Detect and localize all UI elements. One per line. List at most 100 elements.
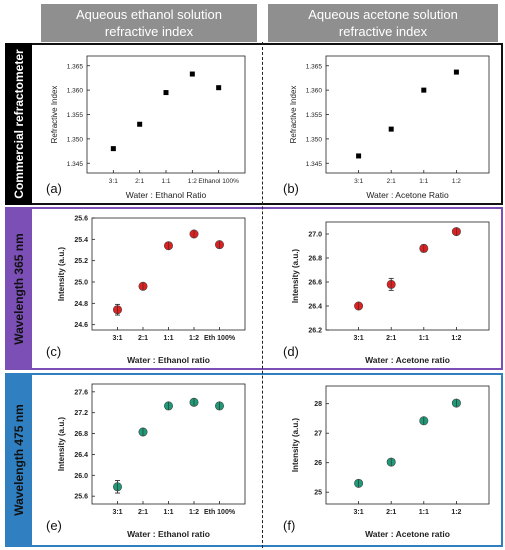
y-axis-label: Refractive Index bbox=[289, 86, 298, 144]
header-acetone: Aqueous acetone solution refractive inde… bbox=[268, 4, 498, 42]
y-axis-label: Intensity (a.u.) bbox=[57, 247, 66, 302]
x-tick-label: 3:1 bbox=[354, 335, 364, 342]
x-tick-label: 2:1 bbox=[387, 178, 396, 185]
x-tick-label: 2:1 bbox=[138, 335, 148, 342]
y-tick-label: 26.4 bbox=[308, 304, 322, 311]
y-tick-label: 25 bbox=[314, 490, 322, 497]
y-tick-label: 26.0 bbox=[74, 473, 88, 480]
x-axis-label: Water : Ethanol ratio bbox=[127, 355, 210, 365]
y-tick-label: 26.2 bbox=[308, 328, 322, 335]
panel-label: (a) bbox=[46, 181, 62, 196]
x-tick-label: 1:1 bbox=[163, 509, 173, 516]
y-tick-label: 1.355 bbox=[67, 112, 84, 119]
y-axis-label: Intensity (a.u.) bbox=[57, 417, 66, 472]
x-tick-label: 3:1 bbox=[112, 335, 122, 342]
y-axis-label: Refractive Index bbox=[50, 86, 59, 144]
x-tick-label: 1:2 bbox=[451, 509, 461, 516]
x-tick-label: 1:1 bbox=[419, 335, 429, 342]
x-tick-label: 3:1 bbox=[354, 509, 364, 516]
y-tick-label: 25.6 bbox=[74, 494, 88, 501]
panel-label: (c) bbox=[46, 344, 61, 359]
y-tick-label: 26.6 bbox=[308, 280, 322, 287]
y-tick-label: 25.0 bbox=[74, 280, 88, 287]
x-tick-label: Eth 100% bbox=[204, 509, 236, 516]
y-tick-label: 1.350 bbox=[306, 136, 323, 143]
y-tick-label: 27.2 bbox=[74, 410, 88, 417]
x-tick-label: 1:2 bbox=[452, 178, 461, 185]
x-tick-label: Ethanol 100% bbox=[198, 178, 239, 185]
y-tick-label: 24.6 bbox=[74, 322, 88, 329]
data-point bbox=[163, 90, 169, 96]
data-point bbox=[216, 85, 222, 91]
data-point bbox=[388, 126, 394, 132]
y-tick-label: 26 bbox=[314, 460, 322, 467]
y-tick-label: 25.4 bbox=[74, 237, 88, 244]
y-tick-label: 25.2 bbox=[74, 258, 88, 265]
x-tick-label: 3:1 bbox=[112, 509, 122, 516]
y-axis-label: Intensity (a.u.) bbox=[291, 249, 300, 304]
x-tick-label: 3:1 bbox=[109, 178, 118, 185]
data-point bbox=[137, 121, 143, 127]
x-axis-label: Water : Acetone ratio bbox=[365, 529, 450, 539]
x-tick-label: 1:1 bbox=[161, 178, 170, 185]
panel-label: (f) bbox=[283, 518, 295, 533]
y-tick-label: 27.6 bbox=[74, 389, 88, 396]
column-divider bbox=[262, 42, 263, 548]
y-tick-label: 1.360 bbox=[67, 88, 84, 95]
data-point bbox=[189, 71, 195, 77]
x-tick-label: 1:1 bbox=[419, 509, 429, 516]
y-tick-label: 1.365 bbox=[67, 63, 84, 70]
panel-label: (d) bbox=[283, 344, 299, 359]
x-tick-label: 3:1 bbox=[354, 178, 363, 185]
y-tick-label: 27 bbox=[314, 431, 322, 438]
header-ethanol-line1: Aqueous ethanol solution bbox=[75, 7, 222, 22]
row-label-475nm: Wavelength 475 nm bbox=[5, 373, 32, 547]
x-tick-label: 2:1 bbox=[386, 509, 396, 516]
row-label-refractometer: Commercial refractometer bbox=[5, 43, 32, 205]
header-ethanol: Aqueous ethanol solution refractive inde… bbox=[41, 4, 257, 42]
x-tick-label: 2:1 bbox=[386, 335, 396, 342]
y-tick-label: 26.8 bbox=[74, 431, 88, 438]
x-tick-label: Eth 100% bbox=[204, 335, 236, 342]
y-tick-label: 26.8 bbox=[308, 256, 322, 263]
x-tick-label: 1:2 bbox=[189, 509, 199, 516]
x-tick-label: 1:2 bbox=[189, 335, 199, 342]
y-tick-label: 1.345 bbox=[67, 161, 84, 168]
y-tick-label: 1.365 bbox=[306, 63, 323, 70]
plot-frame bbox=[325, 385, 490, 505]
y-tick-label: 26.4 bbox=[74, 452, 88, 459]
y-tick-label: 25.6 bbox=[74, 216, 88, 223]
header-ethanol-line2: refractive index bbox=[104, 24, 194, 39]
y-tick-label: 1.345 bbox=[306, 161, 323, 168]
y-tick-label: 1.355 bbox=[306, 112, 323, 119]
x-tick-label: 1:1 bbox=[419, 178, 428, 185]
y-tick-label: 1.360 bbox=[306, 88, 323, 95]
panel-label: (e) bbox=[46, 518, 62, 533]
x-axis-label: Water : Acetone ratio bbox=[365, 355, 450, 365]
plot-frame bbox=[325, 221, 490, 331]
x-tick-label: 2:1 bbox=[138, 509, 148, 516]
y-tick-label: 1.350 bbox=[67, 136, 84, 143]
x-axis-label: Water : Ethanol ratio bbox=[127, 529, 210, 539]
x-axis-label: Water : Acetone Ratio bbox=[366, 190, 449, 200]
x-tick-label: 1:2 bbox=[451, 335, 461, 342]
data-point bbox=[110, 146, 116, 152]
data-point bbox=[421, 87, 427, 93]
y-tick-label: 28 bbox=[314, 401, 322, 408]
data-point bbox=[453, 69, 459, 75]
y-tick-label: 24.8 bbox=[74, 301, 88, 308]
header-acetone-line2: refractive index bbox=[338, 24, 428, 39]
row-label-365nm: Wavelength 365 nm bbox=[5, 207, 32, 370]
x-tick-label: 1:2 bbox=[188, 178, 197, 185]
x-tick-label: 2:1 bbox=[135, 178, 144, 185]
header-acetone-line1: Aqueous acetone solution bbox=[308, 7, 458, 22]
x-axis-label: Water : Ethanol Ratio bbox=[126, 190, 207, 200]
x-tick-label: 1:1 bbox=[163, 335, 173, 342]
y-axis-label: Intensity (a.u.) bbox=[291, 418, 300, 473]
